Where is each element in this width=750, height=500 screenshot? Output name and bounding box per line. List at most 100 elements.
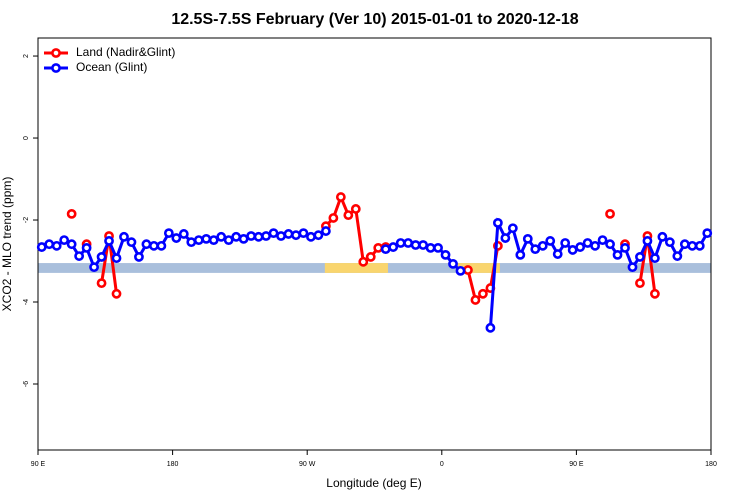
data-point [111,288,122,299]
data-point [567,245,578,255]
x-tick-label: 0 [440,461,444,468]
data-point [298,228,309,239]
x-tick-label: 90 W [299,461,316,468]
data-point [455,265,466,276]
data-point [500,233,511,243]
legend-label: Land (Nadir&Glint) [76,45,175,59]
data-point [171,233,182,243]
data-point [178,229,189,239]
data-point [111,253,122,264]
x-tick-label: 180 [167,461,179,468]
data-point [328,213,339,223]
data-point [635,252,645,262]
data-point [597,235,608,246]
data-point [388,242,399,252]
y-tick-label: 2 [23,54,30,58]
data-point [268,228,279,239]
data-point [51,240,62,251]
data-point [253,231,264,242]
data-point [687,240,698,251]
data-point [605,208,615,219]
x-axis-label: Longitude (deg E) [326,476,421,490]
data-point [89,262,99,273]
data-point [313,230,324,241]
data-point [81,242,92,253]
x-tick-label: 180 [705,461,717,468]
data-point [163,228,174,239]
data-point [582,238,593,248]
data-point [141,239,152,250]
data-point [343,210,354,220]
data-point [66,208,77,219]
data-point [186,237,197,248]
data-point [365,252,376,262]
data-point [208,235,219,246]
data-point [261,231,271,241]
data-point [283,229,294,239]
data-point [44,239,55,250]
data-point [403,238,414,248]
data-point [156,240,167,251]
data-point [410,240,421,250]
data-point [216,231,227,242]
data-point [223,235,234,246]
data-point [320,226,331,236]
data-point [560,238,571,248]
data-point [522,233,533,244]
data-point [545,236,556,246]
data-point [650,288,660,299]
data-point [478,288,488,299]
data-point [74,251,85,261]
data-point [440,249,451,260]
data-point [612,249,623,260]
data-point [306,231,316,242]
y-tick-label: -4 [23,299,30,305]
y-tick-label: -6 [23,381,30,387]
data-point [672,251,683,261]
data-point [650,253,660,264]
land-span [324,263,388,273]
data-point [96,278,107,289]
data-point [620,242,630,253]
land-span [457,263,500,273]
data-point [515,249,526,260]
data-point [96,252,107,262]
data-point [193,235,204,246]
data-point [238,233,249,244]
data-point [448,258,458,269]
data-point [463,265,473,275]
data-point [470,295,481,305]
chart-title: 12.5S-7.5S February (Ver 10) 2015-01-01 … [171,11,578,28]
data-point [335,192,346,202]
data-point [231,231,242,242]
data-point [605,239,615,250]
x-tick-label: 90 E [569,461,584,468]
data-point [246,231,257,241]
data-point [552,249,563,259]
y-tick-label: -2 [23,217,30,223]
data-point [201,233,212,244]
data-point [433,242,443,253]
series-line [41,217,709,328]
data-point [418,240,429,250]
data-point [66,239,77,250]
data-point [149,240,159,251]
data-point [104,236,114,246]
data-point [702,228,713,239]
data-point [679,239,690,250]
data-point [395,238,406,248]
data-point [373,242,384,253]
data-point [627,262,638,273]
data-point [485,322,496,333]
data-point [492,217,503,228]
x-tick-label: 90 E [31,461,46,468]
data-point [59,235,70,246]
data-point [530,244,541,255]
data-point [119,231,129,242]
data-point [126,237,137,248]
data-point [664,237,675,248]
data-point [358,256,369,267]
data-point [575,242,586,252]
data-point [635,278,645,289]
